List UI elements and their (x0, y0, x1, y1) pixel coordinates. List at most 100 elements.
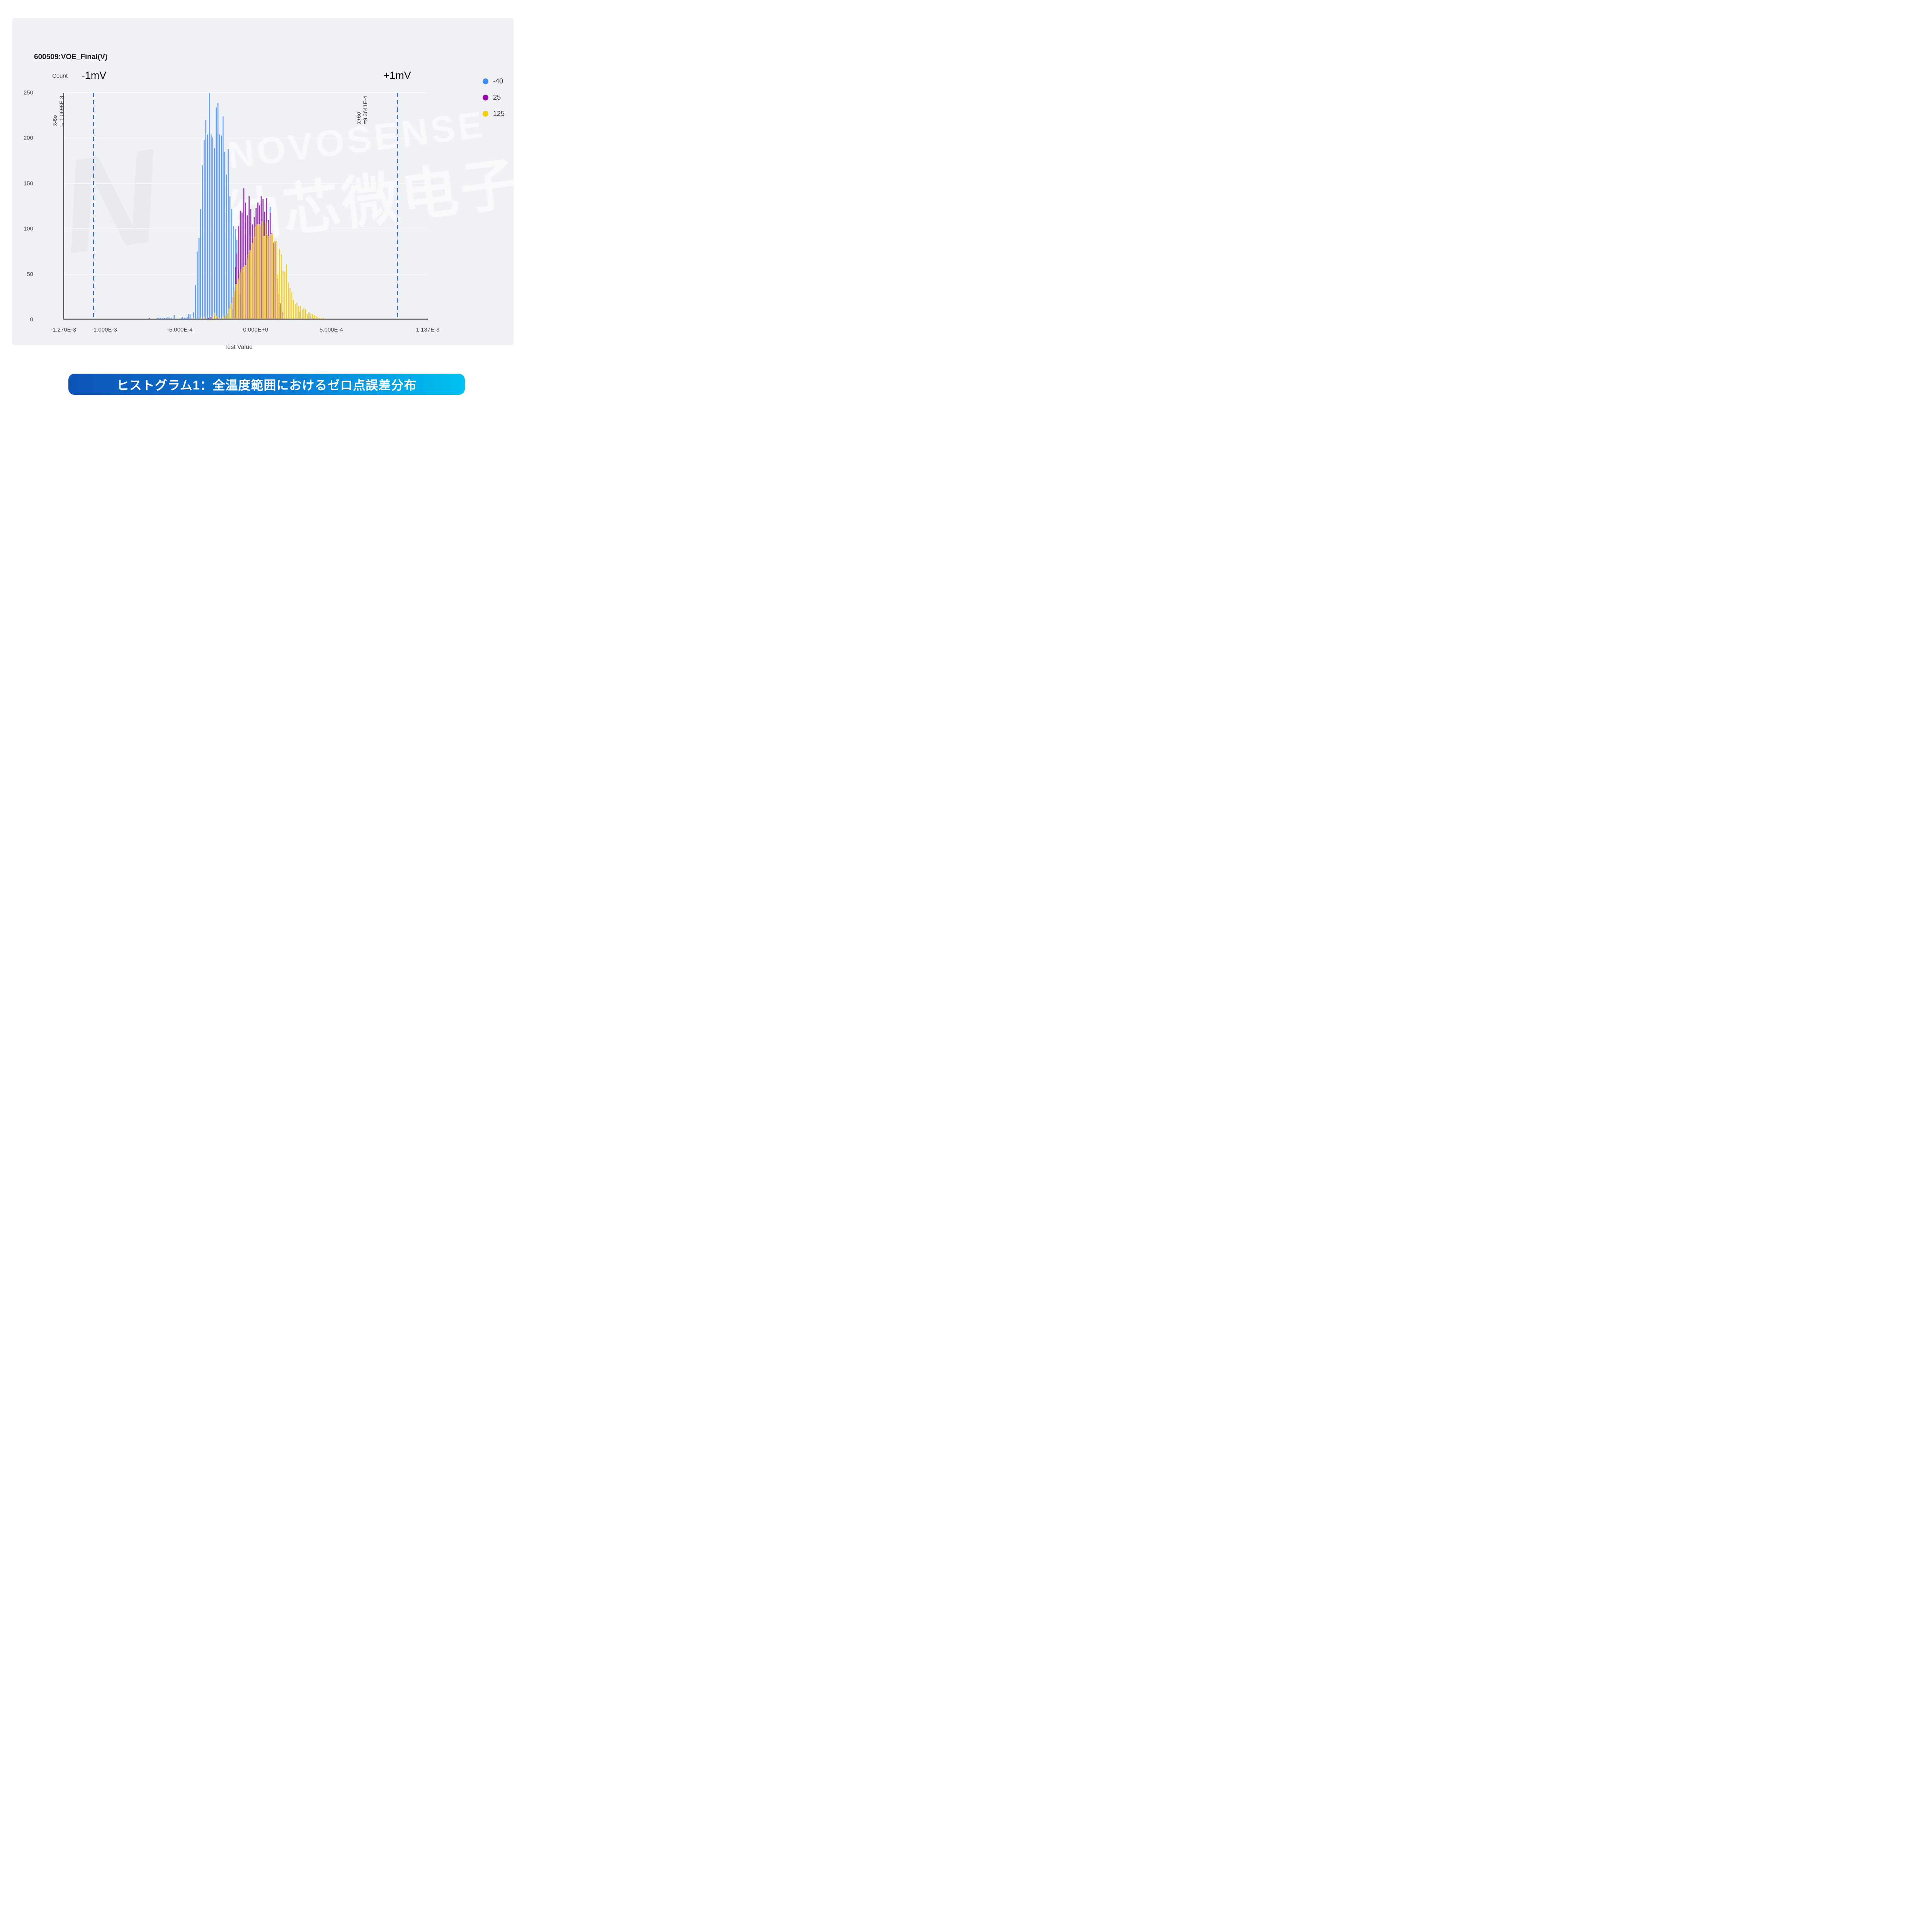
bar (226, 313, 228, 320)
bar (221, 135, 222, 320)
caption-banner: ヒストグラム1：全温度範囲におけるゼロ点誤差分布 (68, 374, 465, 395)
bar (233, 290, 235, 320)
bar (203, 139, 205, 320)
bar (195, 285, 196, 320)
bar (235, 284, 237, 320)
bar (279, 248, 281, 320)
chart-card: N NOVOSENSE 纳芯微电子 600509:VOE_Final(V) Co… (12, 18, 523, 350)
x-tick-label: -1.270E-3 (51, 327, 76, 333)
histogram-canvas (63, 92, 428, 320)
y-tick-label: 50 (27, 271, 33, 278)
bar (244, 265, 246, 320)
bar (261, 221, 263, 320)
bar (242, 267, 244, 320)
bar (293, 299, 294, 320)
legend-dot-yellow-icon (483, 111, 488, 117)
bar (253, 236, 255, 320)
bar (219, 134, 221, 320)
x-tick-label: 5.000E-4 (319, 327, 343, 333)
ref-left-sigma-label: x̃-6σ (52, 115, 58, 126)
bar (212, 137, 214, 320)
legend: -40 25 125 (483, 75, 505, 120)
caption-text: ヒストグラム1：全温度範囲におけるゼロ点誤差分布 (116, 378, 417, 392)
bar (303, 308, 305, 320)
bar (270, 234, 272, 320)
bar (224, 151, 226, 320)
legend-dot-blue-icon (483, 78, 488, 84)
bar (256, 224, 258, 320)
x-axis-title: Test Value (224, 344, 253, 350)
legend-item-25[interactable]: 25 (483, 92, 505, 104)
page-title: 600509:VOE_Final(V) (34, 53, 108, 61)
bar (237, 278, 239, 320)
bar (286, 264, 287, 320)
bar (214, 313, 215, 320)
legend-label--40: -40 (493, 77, 503, 85)
bar (246, 259, 248, 320)
bar (291, 292, 293, 320)
legend-label-25: 25 (493, 94, 501, 101)
x-tick-label: -5.000E-4 (167, 327, 193, 333)
y-tick-label: 100 (23, 225, 33, 232)
bar (299, 306, 301, 320)
bar (247, 254, 249, 320)
bar (198, 238, 200, 320)
bar (308, 312, 310, 320)
bar (296, 302, 298, 320)
bar (260, 225, 262, 320)
bar (226, 174, 228, 320)
histogram-plot-area (63, 92, 428, 320)
bar (229, 196, 231, 320)
bar (196, 251, 198, 320)
bar (227, 149, 229, 320)
bar (284, 271, 286, 320)
bar (239, 272, 241, 320)
bar (217, 102, 219, 320)
report-page: N NOVOSENSE 纳芯微电子 600509:VOE_Final(V) Co… (0, 0, 528, 415)
bar (301, 309, 303, 320)
y-axis-title: Count (52, 73, 68, 79)
legend-item--40[interactable]: -40 (483, 75, 505, 87)
bar (263, 236, 265, 320)
bar (205, 120, 207, 320)
legend-dot-purple-icon (483, 95, 488, 100)
bar (265, 222, 267, 320)
bar (294, 304, 296, 320)
bar (232, 296, 234, 320)
bar (228, 308, 230, 320)
limit-label-minus-1mv: -1mV (81, 70, 107, 81)
bar (254, 227, 256, 320)
legend-item-125[interactable]: 125 (483, 108, 505, 120)
bar (277, 274, 279, 320)
y-tick-label: 150 (23, 180, 33, 187)
bar (258, 224, 260, 320)
x-tick-label: 1.137E-3 (416, 327, 440, 333)
bar (281, 254, 282, 320)
bar (210, 134, 212, 320)
bar (249, 250, 251, 320)
y-tick-label: 200 (23, 134, 33, 141)
bar (310, 313, 312, 320)
bar (251, 243, 253, 320)
y-tick-label: 0 (30, 316, 33, 323)
bar (282, 270, 284, 320)
bar (274, 240, 276, 320)
bar (215, 107, 217, 320)
bar (207, 134, 208, 320)
y-tick-label: 250 (23, 89, 33, 96)
bar (298, 306, 300, 320)
bar (305, 309, 307, 320)
limit-label-plus-1mv: +1mV (383, 70, 411, 81)
bar (214, 148, 215, 320)
bar (200, 209, 202, 320)
bar (267, 234, 269, 320)
bar (222, 116, 224, 320)
ref-line-label-left: x̃-6σ =-1.0698E-3 (52, 96, 65, 126)
bar (201, 165, 203, 320)
bar (230, 303, 232, 320)
bar (289, 287, 291, 320)
bar (287, 282, 289, 320)
bar (240, 269, 242, 320)
bar (268, 236, 270, 320)
x-tick-label: -1.000E-3 (91, 327, 117, 333)
